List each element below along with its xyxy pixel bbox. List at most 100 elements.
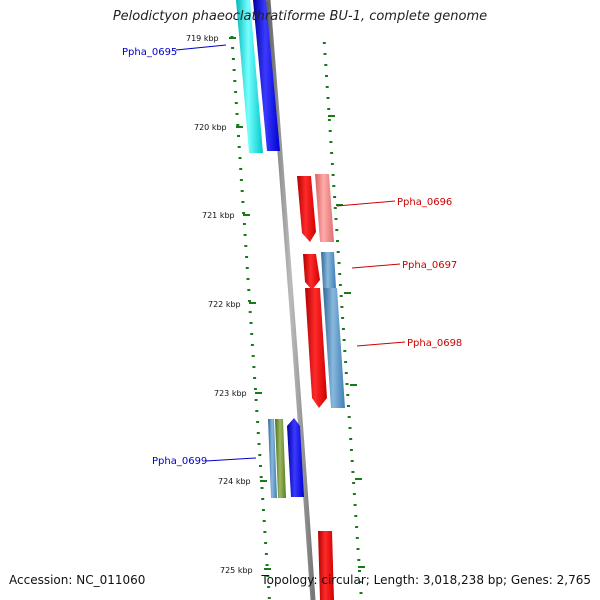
genome-summary-text: Topology: circular; Length: 3,018,238 bp… <box>261 573 591 587</box>
gene-ppha-0695-cds[interactable] <box>253 0 280 151</box>
tick-label-725: 725 kbp <box>220 566 253 575</box>
tick-major-2 <box>243 214 250 216</box>
tick-minor-left <box>266 575 270 577</box>
tick-minor-left <box>248 300 251 302</box>
tick-minor-left <box>267 586 271 588</box>
gene-ppha-0698-cds[interactable] <box>305 288 327 408</box>
tick-minor-right <box>352 482 356 484</box>
tick-major-right-4 <box>355 478 362 480</box>
gene-ppha-0699-cog-b[interactable] <box>275 419 286 498</box>
tick-minor-left <box>255 410 259 412</box>
tick-minor-left <box>253 388 257 390</box>
gene-ppha-0696-cog[interactable] <box>315 174 334 242</box>
tick-minor-left <box>246 278 250 280</box>
tick-minor-right <box>346 394 350 396</box>
tick-minor-right <box>341 317 345 319</box>
tick-minor-right <box>358 570 361 572</box>
tick-minor-right <box>324 64 328 66</box>
tick-minor-right <box>357 559 361 561</box>
tick-minor-left <box>244 245 248 247</box>
tick-minor-left <box>243 234 247 236</box>
tick-minor-right <box>332 185 336 187</box>
tick-major-right-3 <box>350 384 357 386</box>
tick-minor-right <box>337 262 341 264</box>
tick-minor-right <box>338 284 342 286</box>
tick-minor-right <box>343 350 347 352</box>
tick-minor-left <box>245 267 249 269</box>
accession-text: Accession: NC_011060 <box>9 573 146 587</box>
tick-minor-right <box>345 383 349 385</box>
gene-ppha-0698-cog[interactable] <box>323 288 345 408</box>
tick-minor-left <box>241 201 245 203</box>
tick-minor-right <box>341 328 345 330</box>
tick-label-719: 719 kbp <box>186 34 219 43</box>
tick-minor-right <box>323 53 327 55</box>
tick-minor-right <box>339 295 343 297</box>
tick-minor-right <box>325 86 329 88</box>
tick-minor-right <box>330 163 334 165</box>
tick-minor-left <box>237 135 240 137</box>
tick-minor-right <box>322 42 326 44</box>
tick-minor-left <box>259 476 263 478</box>
tick-minor-right <box>344 361 348 363</box>
tick-minor-right <box>355 526 359 528</box>
tick-label-722: 722 kbp <box>208 300 241 309</box>
tick-minor-right <box>355 537 359 539</box>
gene-partial-bottom[interactable] <box>318 531 334 600</box>
tick-minor-left <box>233 80 237 82</box>
tick-minor-left <box>256 432 260 434</box>
gene-label-ppha-0696: Ppha_0696 <box>397 197 452 208</box>
tick-minor-left <box>256 421 260 423</box>
tick-minor-right <box>328 130 332 132</box>
tick-minor-left <box>240 190 244 192</box>
tick-minor-right <box>331 174 335 176</box>
gene-ppha-0695-cog[interactable] <box>236 0 263 153</box>
tick-minor-left <box>254 399 258 401</box>
label-leaders <box>175 44 406 462</box>
gene-label-ppha-0697: Ppha_0697 <box>402 260 457 271</box>
tick-minor-left <box>245 256 249 258</box>
tick-minor-right <box>348 427 352 429</box>
gene-ppha-0699-cog-a[interactable] <box>268 419 277 498</box>
tick-minor-left <box>235 113 239 115</box>
tick-major-3 <box>249 302 256 304</box>
page-title: Pelodictyon phaeoclathratiforme BU-1, co… <box>112 9 488 24</box>
gene-ppha-0697-cds[interactable] <box>303 254 320 290</box>
tick-minor-right <box>342 339 346 341</box>
tick-minor-left <box>257 443 261 445</box>
tick-label-721: 721 kbp <box>202 211 235 220</box>
tick-minor-left <box>267 597 271 599</box>
tick-minor-left <box>260 487 264 489</box>
tick-minor-right <box>329 141 333 143</box>
tick-minor-right <box>326 97 330 99</box>
tick-minor-right <box>352 493 356 495</box>
gene-ppha-0696-cds[interactable] <box>297 176 316 242</box>
tick-minor-right <box>325 75 328 77</box>
tick-minor-left <box>248 311 252 313</box>
tick-major-right-0 <box>328 115 335 117</box>
tick-minor-left <box>237 146 241 148</box>
tick-minor-right <box>350 460 354 462</box>
tick-minor-right <box>333 196 337 198</box>
tick-minor-right <box>347 416 351 418</box>
tick-major-right-1 <box>336 204 343 206</box>
tick-minor-left <box>232 69 236 71</box>
tick-minor-left <box>261 509 265 511</box>
tick-minor-left <box>242 223 246 225</box>
tick-minor-right <box>334 218 338 220</box>
gene-ppha-0697-cog[interactable] <box>321 252 336 288</box>
tick-minor-left <box>234 91 238 93</box>
tick-major-right-5 <box>358 566 365 568</box>
tick-minor-right <box>338 273 342 275</box>
tick-major-6 <box>264 568 271 570</box>
tick-minor-right <box>336 240 339 242</box>
tick-minor-right <box>344 372 348 374</box>
tick-minor-right <box>349 449 353 451</box>
tick-minor-right <box>336 251 340 253</box>
tick-marks <box>229 36 365 599</box>
gene-ppha-0699-cds[interactable] <box>287 418 304 497</box>
tick-minor-left <box>231 47 235 49</box>
tick-minor-left <box>247 289 251 291</box>
tick-minor-left <box>242 212 246 214</box>
tick-minor-right <box>335 229 339 231</box>
